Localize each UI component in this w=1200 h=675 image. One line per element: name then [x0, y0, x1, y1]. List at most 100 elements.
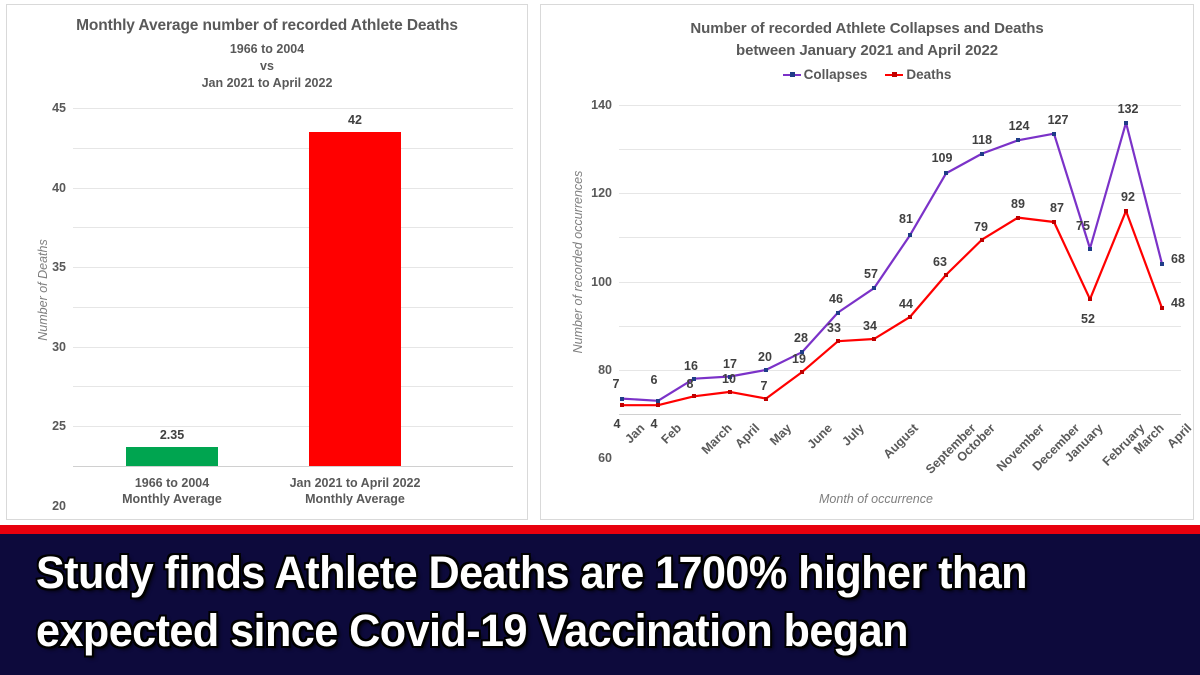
line-chart-x-label-15: April — [1164, 421, 1195, 452]
data-point-collapses-5 — [800, 350, 804, 355]
bar-chart-y-axis-title: Number of Deaths — [36, 239, 50, 341]
data-label-deaths-9: 63 — [933, 254, 947, 269]
data-label-deaths-2: 8 — [686, 377, 694, 392]
line-chart-gridline: 80 — [598, 237, 1181, 377]
legend-marker-collapses-icon — [782, 70, 801, 80]
bar-value-label-1: 42 — [348, 112, 362, 127]
line-chart-x-label-5: June — [804, 421, 836, 452]
data-label-deaths-12: 87 — [1050, 201, 1064, 215]
data-point-collapses-13 — [1088, 246, 1092, 251]
bar-value-label-0: 2.35 — [159, 428, 185, 443]
data-point-deaths-2 — [692, 394, 696, 399]
line-chart-title: Number of recorded Athlete Collapses and… — [541, 18, 1193, 62]
bar-chart-gridline: 10 — [52, 386, 513, 672]
bar-chart-subtitle-line-2: vs — [260, 59, 274, 73]
line-chart-x-label-7: August — [880, 421, 921, 462]
data-label-deaths-15: 48 — [1171, 296, 1185, 311]
data-point-collapses-3 — [728, 374, 732, 379]
bar-chart-gridline: 30 — [52, 227, 513, 354]
bar-chart-gridline: 15 — [52, 346, 513, 592]
bar-1 — [309, 131, 401, 466]
line-chart-x-label-0: Jan — [622, 421, 648, 447]
data-point-collapses-14 — [1124, 120, 1128, 125]
line-chart-gridline: 60 — [598, 281, 1181, 465]
data-point-deaths-15 — [1160, 306, 1164, 311]
line-chart-title-line-2: between January 2021 and April 2022 — [736, 42, 998, 59]
data-label-collapses-14: 132 — [1117, 101, 1139, 116]
bar-chart-subtitle-line-1: 1966 to 2004 — [229, 42, 305, 56]
data-label-collapses-15: 68 — [1171, 251, 1185, 266]
line-chart-gridline: 100 — [591, 193, 1181, 289]
bar-chart-gridline: 5 — [73, 426, 513, 428]
legend-label-deaths: Deaths — [906, 67, 952, 82]
data-point-deaths-3 — [728, 389, 732, 394]
bar-chart-y-tick-30: 30 — [52, 339, 66, 354]
data-label-collapses-1: 6 — [650, 372, 658, 387]
data-point-deaths-5 — [800, 370, 804, 375]
headline-text: Study finds Athlete Deaths are 1700% hig… — [36, 547, 1028, 656]
data-label-collapses-11: 124 — [1008, 119, 1030, 134]
data-label-collapses-7: 57 — [864, 267, 878, 282]
data-point-collapses-4 — [764, 367, 768, 372]
data-point-deaths-0 — [620, 403, 624, 408]
legend-marker-deaths-icon — [885, 70, 904, 80]
data-label-deaths-10: 79 — [974, 219, 988, 234]
data-point-deaths-1 — [656, 403, 660, 408]
line-chart-gridline: 140 — [591, 98, 1181, 112]
data-point-deaths-8 — [908, 314, 912, 319]
legend-item-deaths[interactable]: Deaths — [885, 67, 951, 82]
line-chart-panel: Number of recorded Athlete Collapses and… — [540, 4, 1195, 642]
line-chart-baseline: 0 — [619, 414, 1181, 415]
bar-chart-y-tick-40: 40 — [52, 180, 66, 195]
data-label-collapses-8: 81 — [899, 212, 913, 227]
data-label-deaths-1: 4 — [650, 417, 658, 432]
data-label-deaths-6: 33 — [827, 321, 841, 336]
line-chart-x-label-6: July — [839, 421, 867, 449]
data-label-collapses-5: 28 — [794, 331, 808, 346]
line-chart-y-tick-140: 140 — [591, 98, 612, 112]
line-chart-gridline: 120 — [591, 149, 1181, 200]
data-point-deaths-7 — [872, 337, 876, 341]
legend-label-collapses: Collapses — [803, 67, 868, 82]
bar-0 — [126, 447, 218, 466]
line-chart-x-label-3: April — [732, 421, 763, 452]
series-line-collapses — [621, 121, 1164, 402]
red-accent-strip — [0, 525, 1200, 534]
line-chart-y-axis-title: Number of recorded occurrences — [571, 170, 585, 354]
bar-chart-y-tick-25: 25 — [52, 419, 66, 434]
data-point-deaths-11 — [1016, 215, 1020, 220]
data-point-deaths-14 — [1124, 208, 1128, 213]
line-chart-y-tick-120: 120 — [591, 186, 612, 201]
bar-chart-y-tick-35: 35 — [52, 260, 66, 275]
data-label-collapses-3: 17 — [723, 356, 737, 371]
data-label-deaths-11: 89 — [1011, 196, 1025, 211]
bar-category-0-line-1: 1966 to 2004 — [134, 476, 210, 490]
data-label-collapses-4: 20 — [758, 349, 772, 364]
line-chart-y-tick-80: 80 — [598, 362, 612, 377]
data-label-collapses-6: 46 — [829, 291, 843, 306]
bar-chart-gridline: 20 — [52, 306, 513, 513]
data-point-collapses-12 — [1052, 131, 1056, 136]
data-label-deaths-14: 92 — [1121, 189, 1135, 204]
bar-category-1-line-1: Jan 2021 to April 2022 — [289, 476, 421, 490]
line-chart-x-label-1: Feb — [658, 421, 685, 447]
data-point-collapses-9 — [944, 171, 948, 176]
data-label-deaths-4: 7 — [760, 378, 768, 393]
data-label-deaths-5: 19 — [792, 352, 806, 367]
bar-chart-plot-area: 0 5101520 25 30 35 40 45 2.35 42 — [52, 101, 513, 672]
legend-item-collapses[interactable]: Collapses — [782, 67, 868, 82]
data-label-collapses-12: 127 — [1047, 112, 1069, 127]
data-label-deaths-3: 10 — [722, 371, 736, 386]
series-line-deaths — [622, 209, 1164, 407]
bar-category-0-line-2: Monthly Average — [122, 492, 222, 506]
data-label-collapses-2: 16 — [684, 358, 698, 373]
line-chart-series-svg — [621, 121, 1164, 407]
data-label-deaths-8: 44 — [899, 296, 913, 311]
bar-chart-gridline: 35 — [52, 187, 513, 274]
line-chart-legend: Collapses Deaths — [541, 67, 1193, 82]
data-label-collapses-9: 109 — [931, 151, 953, 166]
data-point-deaths-9 — [944, 272, 948, 277]
line-chart-y-tick-100: 100 — [591, 274, 612, 289]
data-label-deaths-7: 34 — [863, 319, 877, 333]
